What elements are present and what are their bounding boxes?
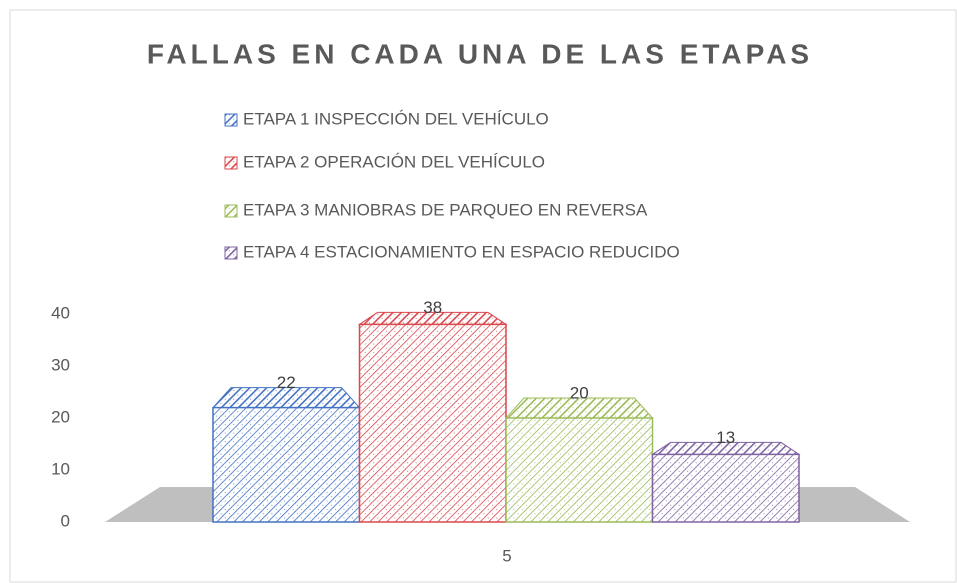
data-label: 22 (277, 373, 296, 392)
legend-label: ETAPA 4 ESTACIONAMIENTO EN ESPACIO REDUC… (243, 242, 680, 261)
chart-title: FALLAS EN CADA UNA DE LAS ETAPAS (147, 38, 813, 69)
bar (358, 323, 507, 523)
x-tick-label: 5 (502, 546, 511, 565)
chart-border (9, 9, 957, 583)
legend-swatch (224, 204, 238, 218)
data-label: 20 (570, 383, 589, 402)
y-tick-label: 20 (51, 407, 70, 426)
y-tick-label: 10 (51, 459, 70, 478)
data-label: 13 (716, 428, 735, 447)
legend-swatch (224, 246, 238, 260)
bar (651, 453, 800, 523)
y-tick-label: 0 (61, 511, 70, 530)
legend-label: ETAPA 1 INSPECCIÓN DEL VEHÍCULO (243, 109, 549, 128)
legend-label: ETAPA 3 MANIOBRAS DE PARQUEO EN REVERSA (243, 200, 648, 219)
legend-label: ETAPA 2 OPERACIÓN DEL VEHÍCULO (243, 152, 545, 171)
legend-swatch (224, 113, 238, 127)
data-label: 38 (423, 298, 442, 317)
y-tick-label: 30 (51, 355, 70, 374)
bar (505, 417, 654, 523)
bar (212, 406, 361, 523)
legend-swatch (224, 156, 238, 170)
y-tick-label: 40 (51, 303, 70, 322)
